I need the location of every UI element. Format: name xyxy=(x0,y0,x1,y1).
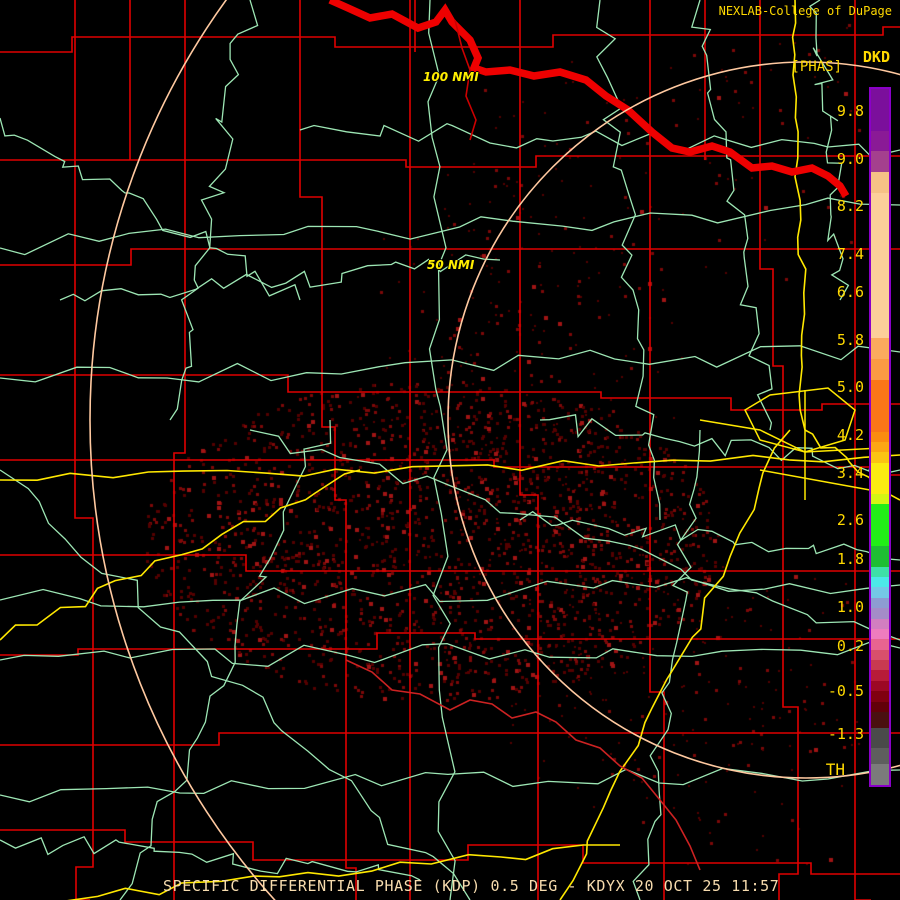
color-scale-tick-label: 9.0 xyxy=(836,150,864,168)
colorbar-units-label: [PHAS] xyxy=(791,59,842,75)
color-scale-segment xyxy=(871,748,889,764)
color-scale-gradient xyxy=(871,89,889,785)
color-scale-segment xyxy=(871,545,889,567)
color-scale-segment xyxy=(871,338,889,360)
color-scale-tick-label: -1.3 xyxy=(827,725,864,743)
color-scale-segment xyxy=(871,192,889,339)
color-scale-segment xyxy=(871,504,889,546)
color-scale-bar[interactable] xyxy=(869,87,891,787)
color-scale-tick-label: 2.6 xyxy=(836,511,864,529)
color-scale-segment xyxy=(871,618,889,629)
color-scale-segment xyxy=(871,639,889,650)
threshold-label: TH xyxy=(825,760,845,779)
color-scale-segment xyxy=(871,691,889,702)
color-scale-segment xyxy=(871,442,889,453)
color-scale-tick-label: -0.5 xyxy=(827,682,864,700)
color-scale-segment xyxy=(871,566,889,578)
color-scale-segment xyxy=(871,431,889,443)
color-scale-segment xyxy=(871,597,889,609)
color-scale-segment xyxy=(871,608,889,619)
color-scale-tick-label: 4.2 xyxy=(836,426,864,444)
color-scale-segment xyxy=(871,89,889,131)
color-scale-segment xyxy=(871,151,889,173)
color-scale-segment xyxy=(871,359,889,380)
status-bar: SPECIFIC DIFFERENTIAL PHASE (KDP) 0.5 DE… xyxy=(163,877,780,895)
range-ring-label-50nmi: 50 NMI xyxy=(427,258,475,272)
color-scale-segment xyxy=(871,727,889,749)
color-scale-segment xyxy=(871,172,889,193)
color-scale-tick-label: 1.0 xyxy=(836,598,864,616)
color-scale-tick-label: 8.2 xyxy=(836,197,864,215)
color-scale-segment xyxy=(871,462,889,495)
color-scale-tick-label: 7.4 xyxy=(836,245,864,263)
color-scale-tick-label: 3.4 xyxy=(836,464,864,482)
color-scale-tick-label: 1.8 xyxy=(836,550,864,568)
color-scale-tick-label: 6.6 xyxy=(836,283,864,301)
range-ring-label-100nmi: 100 NMI xyxy=(423,70,479,84)
color-scale-segment xyxy=(871,494,889,505)
color-scale-segment xyxy=(871,379,889,432)
color-scale-segment xyxy=(871,452,889,463)
color-scale-segment xyxy=(871,577,889,588)
color-scale-tick-label: 9.8 xyxy=(836,102,864,120)
color-scale-tick-label: 5.8 xyxy=(836,331,864,349)
color-scale-segment xyxy=(871,680,889,692)
color-scale-segment xyxy=(871,587,889,598)
color-scale-segment xyxy=(871,649,889,661)
color-scale-segment xyxy=(871,701,889,712)
color-scale-segment xyxy=(871,670,889,681)
site-id-label: DKD xyxy=(862,48,890,66)
color-scale-segment xyxy=(871,628,889,640)
provider-credit: NEXLAB-College of DuPage xyxy=(718,4,892,18)
color-scale-segment xyxy=(871,130,889,152)
color-scale-tick-label: 5.0 xyxy=(836,378,864,396)
color-scale-segment xyxy=(871,660,889,671)
color-scale-tick-label: 0.2 xyxy=(836,637,864,655)
color-scale-segment xyxy=(871,711,889,728)
color-scale-segment xyxy=(871,763,889,785)
